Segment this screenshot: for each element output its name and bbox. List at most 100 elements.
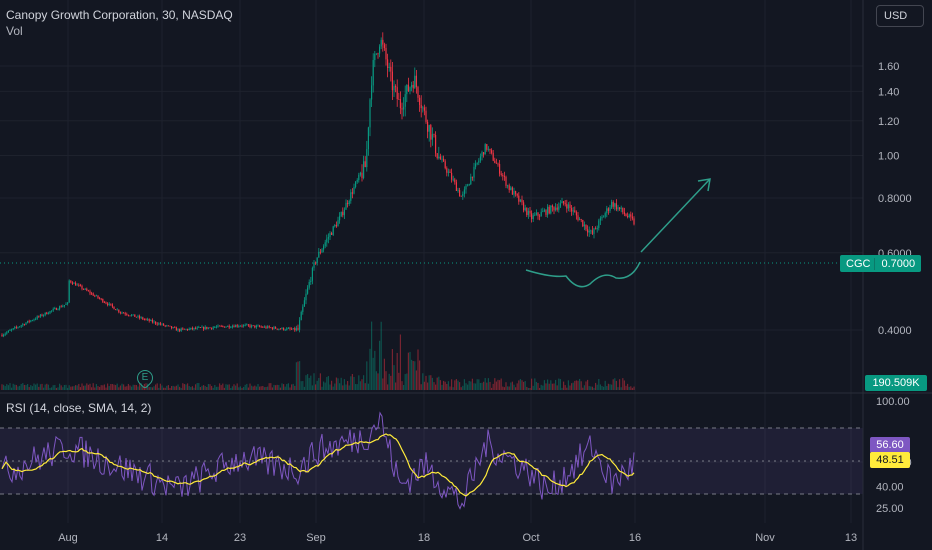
candle-body [147, 319, 149, 320]
candle-body [379, 46, 381, 54]
volume-bar [255, 386, 257, 390]
candle-body [185, 329, 187, 330]
volume-bar [92, 383, 94, 390]
volume-bar [313, 373, 315, 390]
volume-bar [238, 387, 240, 390]
volume-bar [215, 386, 217, 390]
volume-bar [324, 382, 326, 390]
candle-body [327, 237, 329, 239]
volume-bar [364, 383, 366, 390]
candle-body [292, 328, 294, 330]
volume-bar [251, 385, 253, 390]
volume-bar [620, 387, 622, 390]
price-tick-label: 0.4000 [878, 325, 912, 337]
volume-bar [401, 381, 403, 390]
volume-bar [52, 385, 54, 390]
candle-body [57, 309, 59, 311]
volume-bar [260, 386, 262, 390]
volume-bar [110, 384, 112, 390]
candle-body [158, 323, 160, 325]
volume-bar [262, 385, 264, 390]
candle-body [204, 326, 206, 330]
volume-bar [38, 386, 40, 390]
candle-body [358, 174, 360, 181]
candle-body [507, 185, 509, 187]
candle-body [6, 332, 8, 334]
volume-bar [67, 387, 69, 390]
volume-bar [155, 384, 157, 390]
candle-body [411, 84, 413, 88]
volume-bar [497, 379, 499, 390]
candle-body [342, 211, 344, 216]
candle-body [527, 210, 529, 216]
volume-bars [1, 321, 635, 390]
volume-bar [113, 384, 115, 390]
volume-bar [630, 386, 632, 390]
candle-body [236, 325, 238, 327]
candle-body [622, 207, 624, 213]
volume-bar [329, 384, 331, 390]
rsi-axis[interactable]: 100.00 40.00 25.00 [876, 396, 910, 515]
volume-bar [374, 350, 376, 390]
candle-body [81, 285, 83, 289]
candle-body [110, 303, 112, 305]
time-tick-label: 16 [629, 532, 641, 544]
candle-body [199, 327, 201, 329]
volume-bar [211, 385, 213, 390]
candle-body [377, 53, 379, 55]
volume-bar [310, 375, 312, 390]
chart-legend-title[interactable]: Canopy Growth Corporation, 30, NASDAQ [6, 8, 233, 22]
volume-bar [559, 379, 561, 390]
volume-bar [396, 352, 398, 390]
candle-body [495, 162, 497, 164]
volume-bar [385, 371, 387, 390]
candle-body [113, 306, 115, 310]
candle-body [583, 224, 585, 227]
volume-bar [7, 385, 9, 390]
candle-body [559, 203, 561, 207]
price-tick-label: 1.20 [878, 116, 899, 128]
volume-bar [39, 384, 41, 390]
candle-body [617, 207, 619, 210]
candle-body [283, 327, 285, 330]
volume-bar [606, 386, 608, 390]
candle-body [478, 160, 480, 163]
candle-body [540, 211, 542, 217]
volume-bar [185, 384, 187, 390]
candle-body [619, 207, 621, 209]
candle-body [55, 308, 57, 310]
volume-legend[interactable]: Vol [6, 24, 23, 38]
candle-body [465, 185, 467, 190]
candle-body [609, 207, 611, 212]
volume-bar [99, 386, 101, 390]
volume-bar [475, 383, 477, 390]
volume-bar [633, 386, 635, 390]
volume-bar [412, 361, 414, 390]
price-tag-value: 0.7000 [881, 257, 916, 270]
rsi-ma-tag: 48.51 [870, 452, 910, 468]
volume-bar [63, 385, 65, 390]
candle-body [191, 327, 193, 330]
volume-bar [83, 385, 85, 390]
volume-bar [588, 386, 590, 390]
volume-bar [225, 384, 227, 390]
rsi-legend[interactable]: RSI (14, close, SMA, 14, 2) [6, 401, 152, 415]
candle-body [180, 328, 182, 331]
candle-body [65, 303, 67, 306]
volume-bar [174, 386, 176, 390]
candle-body [433, 134, 435, 136]
volume-bar [503, 387, 505, 390]
volume-bar [231, 386, 233, 390]
volume-bar [601, 385, 603, 390]
volume-bar [230, 387, 232, 390]
volume-bar [404, 374, 406, 390]
time-axis[interactable]: Aug 14 23 Sep 18 Oct 16 Nov 13 [58, 532, 857, 544]
currency-button[interactable]: USD [876, 5, 924, 27]
volume-bar [422, 373, 424, 390]
volume-bar [579, 378, 581, 390]
volume-bar [299, 361, 301, 390]
volume-bar [223, 387, 225, 390]
volume-bar [150, 386, 152, 390]
volume-bar [22, 383, 24, 390]
